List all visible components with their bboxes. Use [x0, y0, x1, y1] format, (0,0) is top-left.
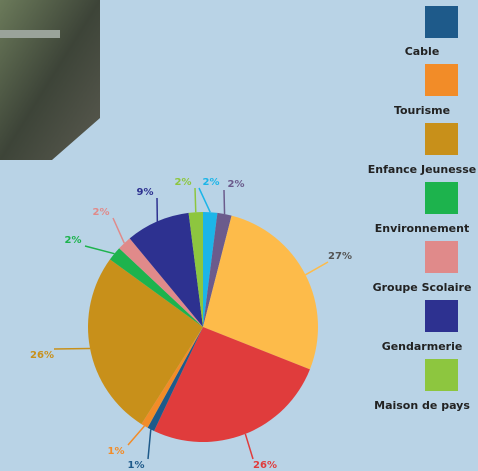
- pie-slice: [109, 248, 203, 327]
- leader-line: [127, 425, 146, 446]
- leader-line: [198, 187, 211, 213]
- pie-slice: [129, 212, 203, 327]
- legend-swatch: [425, 123, 458, 155]
- legend-swatch: [425, 6, 458, 38]
- value-label: 1%: [108, 446, 125, 457]
- legend-swatch: [425, 359, 458, 391]
- pie-slice: [147, 327, 203, 432]
- legend-label: Maison de pays: [374, 399, 470, 412]
- pie-slice: [141, 327, 203, 428]
- legend-swatch: [425, 182, 458, 214]
- value-label: 2%: [228, 179, 245, 190]
- value-label: 2%: [65, 235, 82, 246]
- value-label: 2%: [93, 207, 110, 218]
- pie-slice: [203, 212, 232, 327]
- legend-swatch: [425, 64, 458, 96]
- pie-slice: [154, 327, 310, 442]
- value-label: 1%: [128, 460, 145, 471]
- pie-slice: [188, 212, 203, 327]
- pie-slice: [203, 215, 318, 370]
- value-label: 26%: [30, 350, 54, 361]
- value-label: 27%: [328, 251, 352, 262]
- pie-slice: [203, 212, 218, 327]
- photo-detail: [0, 30, 60, 38]
- legend-label: Groupe Scolaire: [373, 281, 472, 294]
- leader-line: [112, 217, 125, 244]
- leader-line: [147, 429, 152, 460]
- value-label: 26%: [253, 460, 277, 471]
- legend-label: Environnement: [375, 222, 469, 235]
- leader-line: [84, 245, 115, 255]
- value-label: 9%: [137, 187, 154, 198]
- leader-line: [244, 433, 254, 460]
- leader-line: [305, 261, 329, 276]
- legend-swatch: [425, 300, 458, 332]
- legend-label: Gendarmerie: [382, 340, 463, 353]
- leader-line: [223, 189, 226, 215]
- value-label: 2%: [175, 177, 192, 188]
- photo: [0, 0, 100, 160]
- leader-line: [194, 187, 197, 213]
- legend-swatch: [425, 241, 458, 273]
- pie-slice: [87, 259, 203, 425]
- legend-label: Tourisme: [394, 104, 450, 117]
- legend-label: Enfance Jeunesse: [368, 163, 476, 176]
- value-label: 2%: [203, 177, 220, 188]
- legend-label: Cable: [405, 45, 440, 58]
- pie-slice: [119, 238, 203, 327]
